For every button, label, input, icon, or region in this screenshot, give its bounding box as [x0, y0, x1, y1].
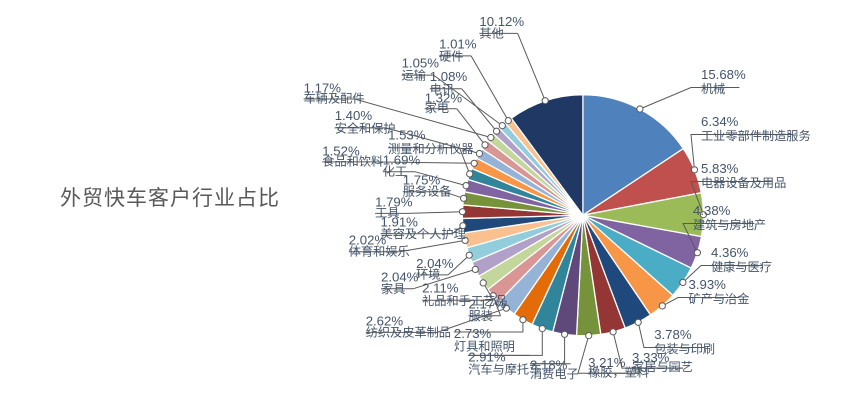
svg-text:车辆及配件: 车辆及配件: [304, 91, 365, 106]
svg-text:其他: 其他: [479, 27, 503, 41]
svg-text:服务设备: 服务设备: [403, 184, 452, 199]
svg-text:橡胶，塑料: 橡胶，塑料: [588, 365, 649, 380]
svg-text:体育和娱乐: 体育和娱乐: [349, 244, 410, 259]
svg-text:服装: 服装: [469, 309, 493, 323]
svg-text:工具: 工具: [375, 206, 399, 220]
svg-text:4.36%: 4.36%: [711, 245, 749, 260]
svg-text:灯具和照明: 灯具和照明: [454, 339, 515, 353]
svg-text:15.68%: 15.68%: [701, 67, 746, 82]
svg-text:汽车与摩托车: 汽车与摩托车: [468, 361, 541, 376]
svg-text:6.34%: 6.34%: [701, 114, 739, 129]
svg-text:工业零部件制造服务: 工业零部件制造服务: [701, 128, 811, 143]
svg-text:运输: 运输: [402, 68, 426, 83]
svg-text:3.93%: 3.93%: [689, 277, 727, 292]
svg-text:机械: 机械: [701, 81, 725, 96]
svg-text:硬件: 硬件: [439, 50, 463, 64]
svg-text:安全和保护: 安全和保护: [335, 121, 396, 136]
svg-text:建筑与房地产: 建筑与房地产: [693, 217, 766, 232]
svg-text:纺织及皮革制品: 纺织及皮革制品: [366, 326, 451, 340]
svg-text:测量和分析仪器: 测量和分析仪器: [388, 142, 473, 156]
svg-text:美容及个人护理: 美容及个人护理: [381, 226, 466, 241]
svg-text:电器设备及用品: 电器设备及用品: [701, 176, 786, 190]
svg-text:5.83%: 5.83%: [701, 161, 739, 176]
svg-text:家具: 家具: [381, 281, 405, 296]
svg-text:家电: 家电: [425, 100, 449, 115]
svg-text:电讯: 电讯: [430, 82, 454, 96]
svg-text:礼品和手工艺品: 礼品和手工艺品: [422, 293, 507, 308]
svg-text:食品和饮料: 食品和饮料: [322, 154, 383, 169]
svg-text:健康与医疗: 健康与医疗: [711, 259, 772, 274]
svg-text:4.38%: 4.38%: [693, 203, 731, 218]
svg-text:矿产与冶金: 矿产与冶金: [689, 291, 750, 306]
svg-text:3.78%: 3.78%: [654, 327, 692, 342]
svg-text:环境: 环境: [416, 267, 440, 282]
svg-text:化工: 化工: [383, 165, 407, 179]
